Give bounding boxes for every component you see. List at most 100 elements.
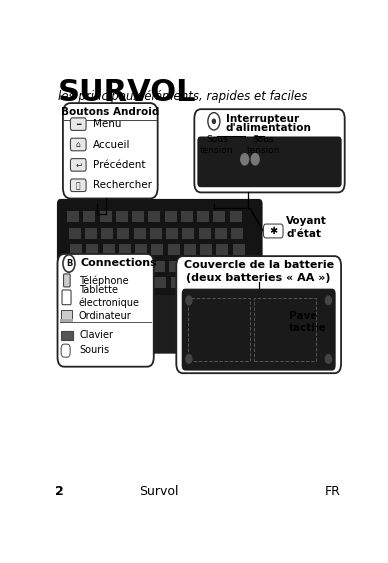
FancyBboxPatch shape [71, 138, 86, 151]
Bar [135, 244, 147, 255]
Text: Ordinateur: Ordinateur [78, 311, 131, 320]
Bar [197, 212, 209, 222]
Bar [215, 228, 227, 239]
Text: Couvercle de la batterie: Couvercle de la batterie [184, 261, 334, 270]
Bar [154, 278, 166, 288]
Text: ⌕: ⌕ [76, 181, 81, 190]
Bar [106, 278, 118, 288]
Bar [218, 261, 230, 272]
Bar [153, 261, 165, 272]
Bar [185, 261, 197, 272]
Bar [234, 261, 246, 272]
FancyBboxPatch shape [176, 256, 341, 373]
Bar [232, 244, 244, 255]
Bar [61, 330, 73, 340]
Circle shape [212, 119, 215, 123]
Text: Téléphone: Téléphone [78, 275, 128, 285]
Bar [117, 228, 129, 239]
Bar [168, 244, 180, 255]
Bar [201, 261, 213, 272]
Bar [83, 212, 95, 222]
Bar [165, 212, 177, 222]
Bar [230, 212, 242, 222]
Bar [100, 212, 112, 222]
Bar [70, 244, 82, 255]
Text: Menu: Menu [93, 119, 121, 129]
Text: Accueil: Accueil [93, 140, 130, 150]
Text: Tablette
électronique: Tablette électronique [78, 285, 140, 307]
Bar [171, 278, 183, 288]
Bar [184, 244, 196, 255]
Text: Précédent: Précédent [93, 160, 146, 170]
Text: ✱: ✱ [269, 226, 277, 236]
FancyBboxPatch shape [197, 136, 342, 187]
Text: Sous
tension: Sous tension [200, 135, 234, 155]
Bar [199, 228, 211, 239]
Text: ⌂: ⌂ [76, 140, 81, 149]
Bar [132, 212, 144, 222]
Circle shape [326, 296, 331, 305]
FancyBboxPatch shape [57, 199, 263, 311]
Circle shape [326, 355, 331, 363]
Bar [72, 261, 84, 272]
Bar [181, 212, 193, 222]
Bar [116, 212, 128, 222]
Text: Interrupteur: Interrupteur [226, 114, 299, 123]
Text: 2: 2 [54, 485, 63, 498]
Circle shape [186, 296, 192, 305]
FancyBboxPatch shape [71, 159, 86, 171]
FancyBboxPatch shape [57, 254, 154, 367]
Bar [219, 278, 231, 288]
Circle shape [251, 154, 259, 165]
Bar [119, 244, 131, 255]
FancyBboxPatch shape [63, 103, 158, 199]
Text: Pavé
tactile: Pavé tactile [289, 311, 327, 333]
Text: d'alimentation: d'alimentation [226, 123, 312, 133]
Bar [88, 261, 100, 272]
FancyBboxPatch shape [71, 118, 86, 131]
Bar [69, 228, 81, 239]
Bar [188, 298, 250, 361]
Bar [169, 261, 181, 272]
Text: Voyant
d'état: Voyant d'état [286, 216, 327, 239]
Bar [151, 244, 163, 255]
Bar [61, 310, 72, 319]
Text: Boutons Android: Boutons Android [61, 106, 159, 117]
Bar [85, 228, 97, 239]
Bar [133, 228, 146, 239]
Bar [104, 261, 116, 272]
FancyBboxPatch shape [151, 295, 256, 354]
Bar [166, 228, 178, 239]
FancyBboxPatch shape [194, 109, 345, 193]
Text: Clavier: Clavier [79, 330, 113, 340]
Text: Survol: Survol [139, 485, 178, 498]
Text: B: B [66, 259, 72, 268]
Bar [89, 278, 101, 288]
FancyBboxPatch shape [61, 344, 70, 357]
Bar [73, 278, 85, 288]
Bar [203, 278, 215, 288]
Bar [102, 244, 115, 255]
Text: les principaux éléments, rapides et faciles: les principaux éléments, rapides et faci… [57, 90, 307, 103]
Bar [150, 228, 162, 239]
FancyBboxPatch shape [64, 274, 70, 287]
Bar [87, 244, 99, 255]
FancyBboxPatch shape [263, 224, 283, 238]
FancyBboxPatch shape [71, 179, 86, 191]
Bar [120, 261, 132, 272]
Bar [200, 244, 212, 255]
Bar [137, 261, 149, 272]
Bar [236, 278, 248, 288]
Text: FR: FR [324, 485, 340, 498]
FancyBboxPatch shape [182, 289, 336, 370]
Text: ↩: ↩ [75, 160, 81, 169]
Text: ━: ━ [76, 120, 81, 129]
Bar [60, 319, 73, 321]
Text: Connections: Connections [80, 258, 157, 269]
Bar [213, 212, 225, 222]
Circle shape [186, 355, 192, 363]
Bar [255, 298, 316, 361]
Text: Souris: Souris [79, 345, 109, 355]
Text: Rechercher: Rechercher [93, 181, 152, 190]
Bar [122, 278, 134, 288]
